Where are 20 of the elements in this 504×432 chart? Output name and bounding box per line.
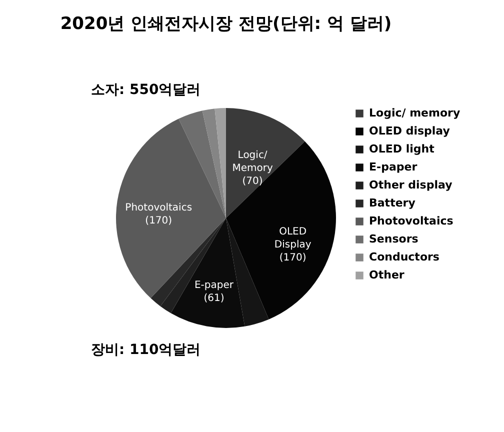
legend-label: Logic/ memory (369, 106, 460, 120)
text: 장비: 110억달러 (91, 342, 201, 358)
legend-label: Photovoltaics (369, 214, 454, 228)
legend-label: OLED light (369, 142, 434, 156)
data-label: OLED Display (170) (274, 226, 312, 264)
data-label: Logic/ Memory (70) (232, 150, 273, 188)
legend-label: Sensors (369, 232, 419, 246)
legend-label: Conductors (369, 250, 440, 264)
text: 소자: 550억달러 (91, 82, 201, 98)
data-label: Photovoltaics (170) (125, 202, 192, 227)
legend-label: OLED display (369, 124, 450, 138)
chart-title: 2020년 인쇄전자시장 전망(단위: 억 달러) (60, 14, 392, 34)
legend-label: Battery (369, 196, 416, 210)
legend-label: Other display (369, 178, 452, 192)
legend-label: E-paper (369, 160, 418, 174)
pie-slice (226, 108, 305, 218)
legend-label: Other (369, 268, 405, 282)
data-label: E-paper (61) (194, 280, 234, 304)
pie-slice (214, 108, 226, 218)
pie-slice (202, 108, 226, 218)
